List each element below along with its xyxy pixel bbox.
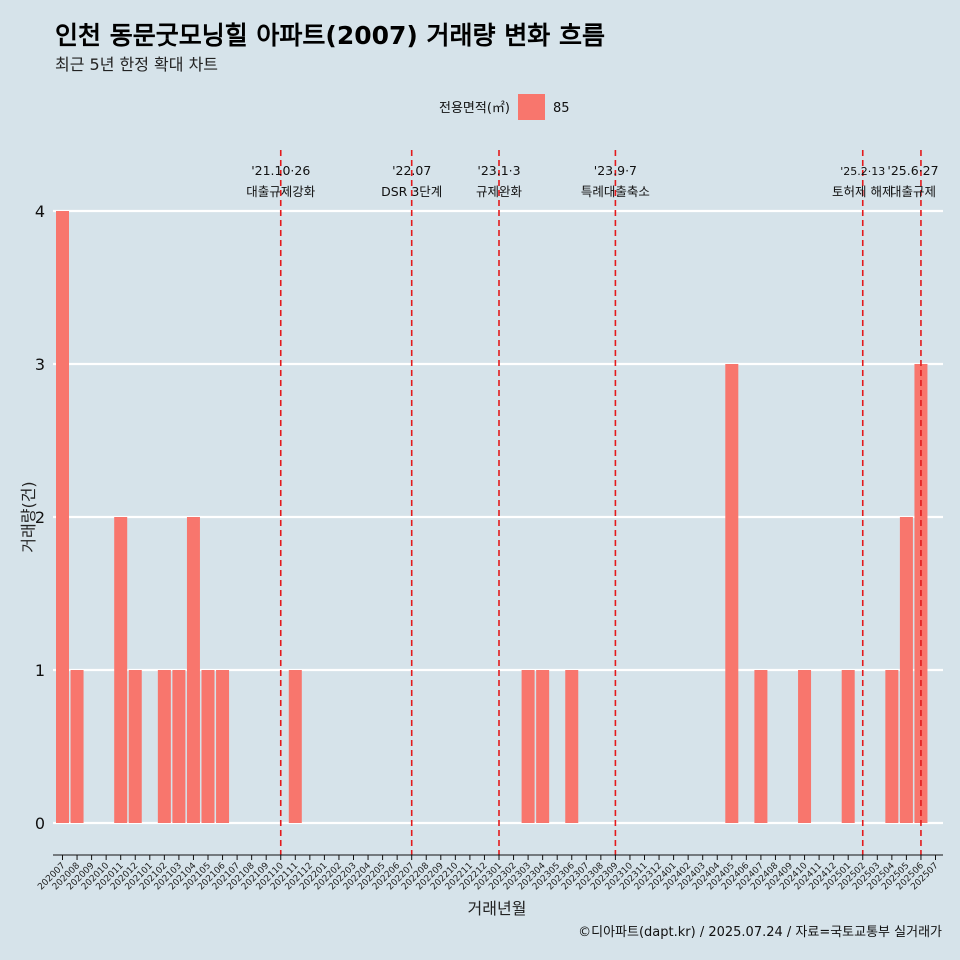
bar bbox=[885, 670, 899, 823]
legend-swatch bbox=[518, 94, 545, 120]
event-label: 토허제 해제 bbox=[832, 184, 893, 199]
event-date: '22.07 bbox=[392, 163, 431, 178]
event-date: '21.10·26 bbox=[251, 163, 310, 178]
bar bbox=[725, 364, 739, 823]
event-date: '23.9·7 bbox=[594, 163, 637, 178]
event-label: 특례대출축소 bbox=[581, 184, 650, 199]
event-date: '23.1·3 bbox=[477, 163, 520, 178]
bar bbox=[841, 670, 855, 823]
bar bbox=[56, 211, 69, 823]
legend: 전용면적(㎡) 85 bbox=[439, 94, 570, 120]
chart-title: 인천 동문굿모닝힐 아파트(2007) 거래량 변화 흐름 bbox=[55, 21, 605, 50]
event-label: 대출규제강화 bbox=[246, 184, 316, 199]
y-tick-label: 3 bbox=[35, 355, 45, 374]
event-label: 대출규제 bbox=[890, 184, 936, 199]
bar bbox=[70, 670, 84, 823]
y-tick-label: 2 bbox=[35, 508, 45, 527]
x-axis: 2020072020082020092020102020112020122021… bbox=[36, 854, 943, 892]
event-date: '25.6·27 bbox=[887, 163, 938, 178]
bar bbox=[754, 670, 768, 823]
legend-label: 85 bbox=[553, 101, 570, 116]
bar bbox=[172, 670, 186, 823]
bar bbox=[114, 517, 128, 823]
x-axis-title: 거래년월 bbox=[468, 899, 527, 918]
bar bbox=[565, 670, 579, 823]
bar bbox=[536, 670, 550, 823]
event-label: DSR 3단계 bbox=[381, 184, 442, 199]
event-annotations: '21.10·26 대출규제강화 '22.07 DSR 3단계 '23.1·3 규제완화 '… bbox=[246, 163, 938, 199]
bar bbox=[521, 670, 535, 823]
bar bbox=[216, 670, 230, 823]
bar bbox=[157, 670, 171, 823]
event-label: 규제완화 bbox=[476, 184, 523, 199]
event-date: '25.2·13 bbox=[840, 165, 885, 178]
legend-title: 전용면적(㎡) bbox=[439, 101, 510, 116]
bar bbox=[798, 670, 812, 823]
y-tick-label: 1 bbox=[35, 661, 45, 680]
chart-subtitle: 최근 5년 한정 확대 차트 bbox=[55, 55, 218, 74]
gridlines bbox=[53, 209, 943, 825]
y-tick-label: 0 bbox=[35, 814, 45, 833]
y-axis-title: 거래량(건) bbox=[19, 481, 38, 552]
bar bbox=[186, 517, 200, 823]
bar bbox=[288, 670, 302, 823]
y-tick-label: 4 bbox=[35, 202, 45, 221]
bars bbox=[56, 211, 928, 823]
y-axis-ticks: 0 1 2 3 4 bbox=[35, 202, 45, 833]
bar bbox=[899, 517, 913, 823]
bar bbox=[201, 670, 215, 823]
event-lines bbox=[279, 150, 922, 855]
bar bbox=[128, 670, 142, 823]
chart-caption: ©디아파트(dapt.kr) / 2025.07.24 / 자료=국토교통부 실… bbox=[578, 925, 942, 940]
